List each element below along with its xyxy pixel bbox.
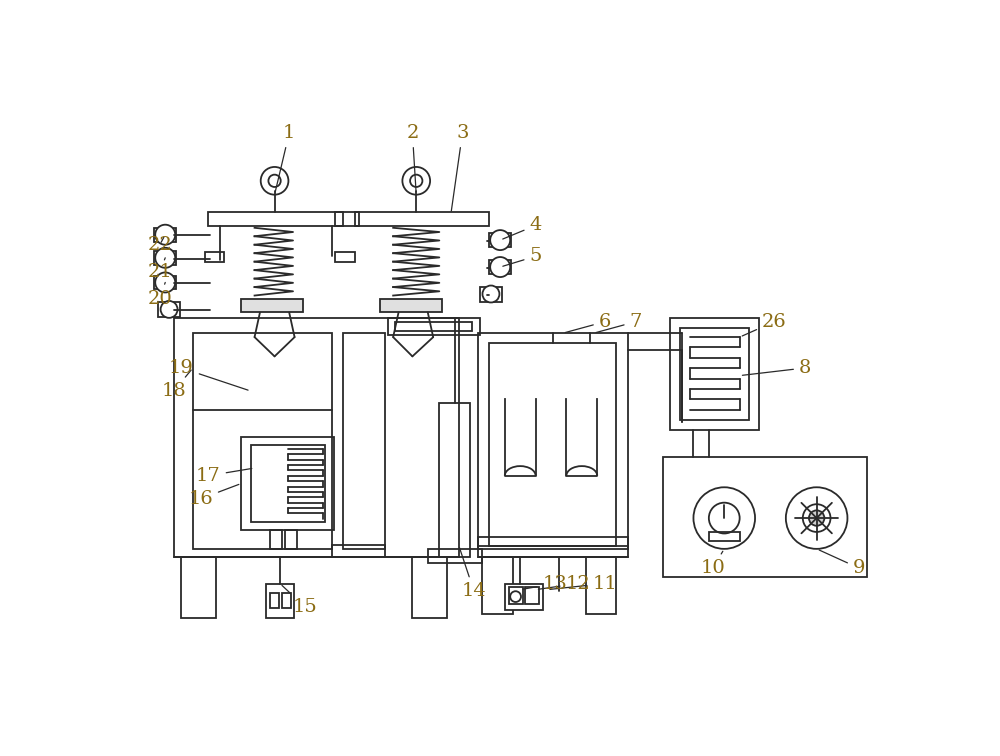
Bar (388, 318, 480, 335)
Text: 14: 14 (459, 547, 486, 600)
Circle shape (155, 272, 175, 293)
Text: 21: 21 (147, 258, 172, 280)
Bar (208, 212, 343, 226)
Bar (395, 322, 472, 331)
Circle shape (490, 257, 510, 277)
Bar (525, 587, 539, 604)
Bar (154, 275, 176, 290)
Bar (709, 532, 740, 541)
Bar (355, 212, 489, 226)
Bar (428, 549, 482, 562)
Bar (670, 318, 759, 429)
Bar (489, 260, 511, 274)
Bar (270, 593, 279, 608)
Bar (343, 333, 385, 549)
Text: 5: 5 (503, 247, 542, 266)
Text: 3: 3 (451, 124, 469, 211)
Bar (154, 228, 176, 242)
Text: 7: 7 (596, 313, 642, 333)
Text: 10: 10 (700, 551, 725, 577)
Bar (174, 318, 459, 556)
Text: 11: 11 (550, 575, 617, 593)
Text: 9: 9 (819, 550, 865, 577)
Text: 6: 6 (565, 313, 611, 333)
Text: 22: 22 (147, 236, 172, 254)
Text: 20: 20 (147, 283, 172, 308)
Circle shape (410, 175, 422, 187)
Circle shape (402, 167, 430, 195)
Text: 2: 2 (406, 124, 419, 192)
Bar (205, 253, 224, 262)
Circle shape (693, 488, 755, 549)
Text: 16: 16 (188, 485, 239, 508)
Bar (482, 556, 512, 615)
Bar (480, 287, 502, 302)
Bar (478, 538, 628, 549)
Text: 1: 1 (275, 124, 295, 192)
Circle shape (155, 248, 175, 268)
Bar (270, 530, 282, 549)
Bar (439, 403, 470, 556)
Bar (335, 212, 359, 226)
Bar (241, 299, 303, 312)
Circle shape (490, 230, 510, 250)
Text: 8: 8 (742, 359, 811, 377)
Bar (663, 457, 867, 577)
Bar (412, 556, 447, 618)
Circle shape (155, 225, 175, 245)
Bar (586, 556, 616, 615)
Bar (251, 445, 325, 522)
Text: 26: 26 (742, 313, 787, 336)
Text: 19: 19 (169, 359, 248, 390)
Circle shape (786, 488, 847, 549)
Text: 4: 4 (503, 216, 542, 239)
Circle shape (803, 504, 831, 532)
Bar (489, 233, 511, 247)
Text: 13: 13 (523, 575, 567, 593)
Circle shape (482, 286, 499, 302)
Circle shape (261, 167, 288, 195)
Bar (154, 251, 176, 265)
Circle shape (510, 591, 521, 602)
Text: 12: 12 (538, 575, 590, 593)
Bar (285, 530, 297, 549)
Text: 18: 18 (161, 370, 191, 400)
Bar (181, 556, 216, 618)
Bar (193, 333, 332, 549)
Bar (332, 545, 385, 556)
Bar (282, 593, 291, 608)
Bar (478, 333, 628, 556)
Text: 15: 15 (282, 585, 317, 615)
Bar (680, 328, 749, 420)
Bar (241, 437, 334, 530)
Bar (266, 584, 294, 618)
Circle shape (809, 510, 824, 525)
Circle shape (161, 301, 178, 318)
Bar (380, 299, 442, 312)
Bar (509, 587, 523, 604)
Bar (505, 584, 543, 611)
Circle shape (268, 175, 281, 187)
Text: 17: 17 (196, 466, 252, 485)
Circle shape (709, 503, 740, 534)
Bar (158, 302, 180, 317)
Bar (335, 253, 355, 262)
Bar (489, 343, 616, 546)
